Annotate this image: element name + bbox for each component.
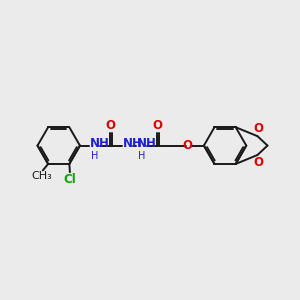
Text: Cl: Cl [64, 173, 76, 186]
Text: O: O [152, 119, 162, 132]
Text: O: O [254, 156, 263, 169]
Text: NH: NH [123, 137, 142, 150]
Text: NH: NH [137, 137, 157, 150]
Text: H: H [138, 151, 146, 160]
Text: O: O [105, 119, 115, 132]
Text: O: O [183, 139, 193, 152]
Text: H: H [91, 151, 98, 160]
Text: NH: NH [90, 137, 110, 150]
Text: O: O [254, 122, 263, 135]
Text: CH₃: CH₃ [32, 171, 52, 181]
